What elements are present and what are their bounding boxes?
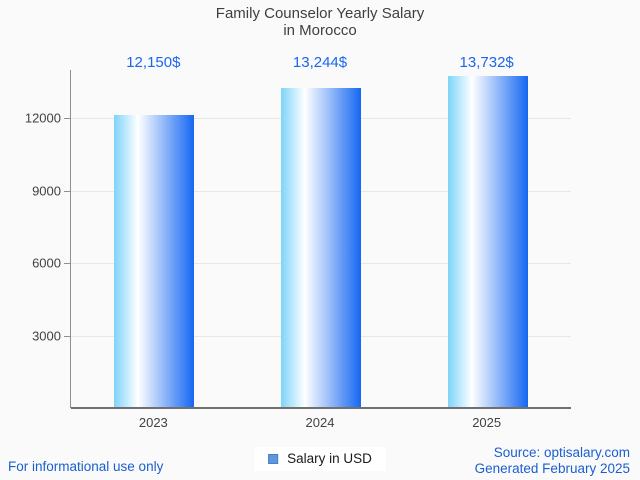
x-axis-label: 2024 — [305, 415, 335, 430]
generated-date: Generated February 2025 — [474, 460, 630, 476]
y-axis-label: 12000 — [24, 110, 61, 126]
y-axis-tick — [64, 335, 71, 337]
chart-title-line1: Family Counselor Yearly Salary — [215, 5, 425, 22]
x-axis-label: 2025 — [472, 415, 502, 430]
plot-area: 3000 6000 9000 12000 — [25, 70, 571, 409]
y-axis-label: 9000 — [32, 183, 61, 199]
bar-2025[interactable] — [447, 76, 528, 408]
y-axis-label: 6000 — [32, 255, 61, 271]
y-axis-tick — [64, 118, 71, 120]
y-axis-tick — [64, 190, 71, 192]
chart-title: Family Counselor Yearly Salary in Morocc… — [0, 5, 640, 39]
bar-2023[interactable] — [114, 114, 195, 408]
bar-value-label: 13,244$ — [292, 54, 348, 71]
disclaimer-text: For informational use only — [8, 459, 164, 474]
legend-marker-icon — [268, 453, 279, 464]
source-link[interactable]: Source: optisalary.com — [493, 445, 630, 460]
legend[interactable]: Salary in USD — [254, 447, 386, 471]
x-axis-label: 2023 — [138, 415, 168, 430]
y-axis-tick — [64, 263, 71, 265]
bar-value-label: 12,150$ — [126, 54, 181, 71]
chart-title-line2: in Morocco — [283, 22, 357, 39]
bar-2024[interactable] — [281, 88, 361, 408]
y-axis-label: 3000 — [32, 328, 61, 344]
x-axis-line — [71, 407, 571, 409]
source-block: Source: optisalary.com Generated Februar… — [475, 445, 630, 476]
legend-label: Salary in USD — [287, 451, 372, 466]
bar-value-label: 13,732$ — [459, 54, 514, 71]
